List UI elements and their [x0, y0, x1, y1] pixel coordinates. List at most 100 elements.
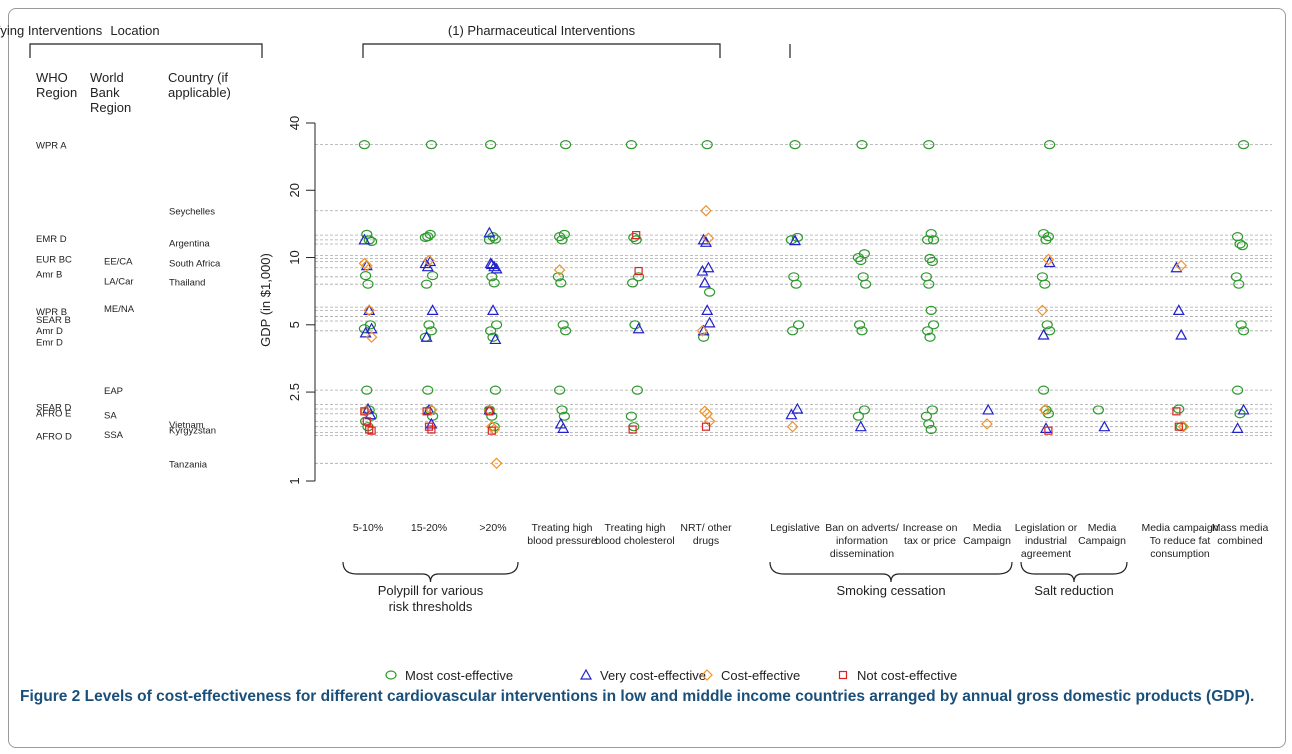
ce-point	[365, 331, 378, 344]
who-region-label: EUR BC	[36, 255, 72, 266]
most-point	[559, 326, 572, 336]
most-point	[786, 326, 799, 336]
legend-not-marker	[838, 670, 848, 680]
country-header: Country (if	[168, 70, 228, 85]
very-point	[490, 262, 503, 274]
location-bracket	[29, 43, 263, 58]
x-category-label: agreement	[1021, 548, 1071, 560]
x-category-label: Legislative	[770, 522, 820, 534]
very-point	[697, 233, 710, 245]
most-point	[923, 419, 935, 429]
most-point	[629, 320, 641, 330]
most-point	[1237, 326, 1250, 336]
x-category-label: dissemination	[830, 548, 894, 560]
x-category-label: blood cholesterol	[595, 535, 674, 547]
very-point	[702, 261, 715, 273]
group-headers: (1) Pharmaceutical Interventions (2) Life…	[0, 23, 791, 58]
legend-ce-marker	[701, 669, 713, 681]
x-category-label: Treating high	[605, 522, 666, 534]
legend-most-label: Most cost-effective	[405, 668, 513, 683]
most-point	[791, 232, 804, 243]
most-point	[1235, 320, 1247, 330]
ce-point	[423, 254, 435, 267]
most-point	[1039, 279, 1051, 289]
very-point	[483, 403, 496, 415]
most-point	[553, 385, 566, 395]
not-point	[427, 425, 436, 434]
most-point	[1042, 232, 1055, 242]
most-point	[558, 411, 571, 421]
very-point	[426, 304, 439, 316]
x-category-label: 5-10%	[353, 522, 383, 534]
x-category-label: Mass media	[1212, 522, 1269, 534]
country-label: Argentina	[169, 238, 210, 249]
bracket-label: Smoking cessation	[836, 583, 945, 598]
x-category-label: Treating high	[532, 522, 593, 534]
country-label: Vietnam	[169, 420, 204, 431]
x-category-label: Media	[973, 522, 1002, 534]
not-point	[628, 425, 637, 434]
very-point	[360, 259, 373, 271]
who-region-label: SEAR B	[36, 315, 71, 326]
legend: Most cost-effective Very cost-effective Co…	[385, 668, 957, 683]
ce-point	[490, 457, 503, 470]
caption-text: Levels of cost-effectiveness for differe…	[84, 688, 1255, 705]
not-point	[367, 426, 376, 435]
group-header: (1) Pharmaceutical Interventions	[448, 23, 636, 38]
most-point	[423, 320, 435, 330]
ce-point	[700, 204, 712, 217]
most-point	[488, 278, 500, 288]
very-point	[1231, 422, 1244, 433]
ce-point	[1175, 259, 1188, 272]
figure-frame	[8, 8, 1286, 748]
x-category-label: drugs	[693, 535, 719, 547]
group-header: (2) Lifestyle Modifying Interventions	[0, 23, 103, 38]
ce-point	[359, 405, 372, 418]
caption-figure-label: Figure 2	[20, 688, 81, 705]
very-point	[698, 276, 711, 288]
most-point	[1041, 320, 1053, 330]
data-points	[358, 140, 1250, 470]
very-point	[1237, 403, 1250, 415]
x-category-label: blood pressure	[527, 535, 597, 547]
ce-point	[553, 264, 566, 276]
ce-point	[786, 420, 799, 433]
most-point	[703, 287, 716, 297]
most-point	[557, 320, 569, 330]
x-category-label: Campaign	[1078, 535, 1126, 547]
very-point	[1175, 328, 1188, 340]
ce-point	[1036, 304, 1049, 317]
wb-region-label: SA	[104, 411, 117, 422]
country-label: Seychelles	[169, 207, 215, 218]
who-region-label: SEAR D	[36, 403, 72, 414]
who-region-label: AFRO D	[36, 431, 72, 442]
very-point	[421, 260, 434, 272]
not-point	[701, 422, 711, 431]
y-tick-label: 2.5	[287, 383, 302, 401]
most-point	[630, 235, 642, 245]
most-point	[923, 140, 935, 150]
most-point	[422, 232, 434, 242]
ce-point	[702, 232, 715, 245]
very-point	[557, 422, 570, 433]
most-point	[631, 385, 644, 395]
location-title: Location	[110, 23, 159, 38]
very-point	[488, 260, 501, 272]
ce-point	[981, 418, 993, 430]
not-point	[1174, 422, 1183, 431]
x-category-label: tax or price	[904, 535, 956, 547]
most-point	[925, 305, 937, 316]
ce-point	[1038, 404, 1051, 416]
very-point	[1098, 420, 1111, 432]
figure-caption: Figure 2 Levels of cost-effectiveness fo…	[20, 686, 1282, 708]
y-tick-label: 1	[287, 477, 302, 484]
most-point	[1092, 405, 1105, 415]
x-category-label: >20%	[479, 522, 506, 534]
y-tick-label: 20	[287, 183, 302, 197]
most-point	[790, 279, 802, 289]
very-point	[489, 333, 502, 345]
most-point	[360, 271, 372, 281]
